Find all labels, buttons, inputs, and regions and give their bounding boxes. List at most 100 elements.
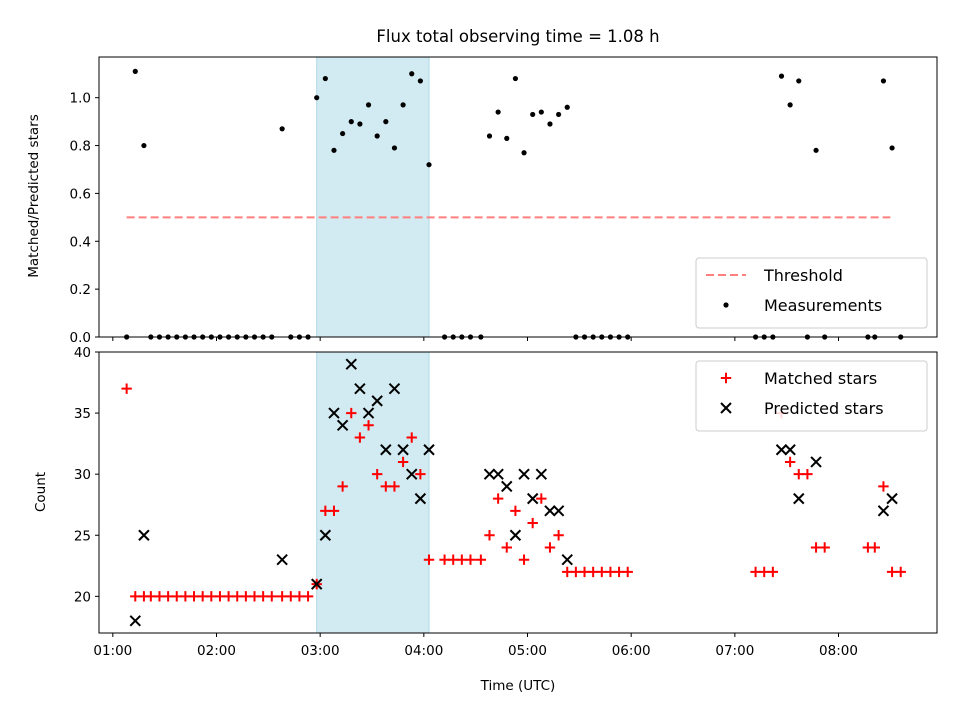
count-y-tick-label: 20: [74, 589, 91, 605]
measurements-point: [467, 334, 474, 340]
count-x-tick-label: 06:00: [612, 643, 651, 659]
count-x-tick-label: 01:00: [93, 643, 132, 659]
predicted-stars-point: [483, 468, 496, 480]
predicted-stars-point: [336, 419, 349, 432]
count-panel: 20 25 30 35 40 01:00 02:00 03:00 04:00 05:00 06:00…: [33, 345, 938, 659]
measurements-point: [872, 334, 878, 340]
ratio-panel: 0.0 0.2 0.4 0.6 0.8 1.0 Matched/Predicted sta…: [26, 56, 938, 346]
measurements-point: [124, 334, 130, 340]
matched-stars-point: [346, 407, 357, 419]
legend-marker-handle: [720, 402, 732, 414]
predicted-stars-point: [397, 444, 409, 456]
ratio-panel-axes: 0.0 0.2 0.4 0.6 0.8 1.0: [70, 56, 938, 346]
predicted-stars-point: [544, 505, 556, 517]
measurements-point: [191, 334, 197, 340]
predicted-stars-point: [535, 468, 548, 480]
predicted-stars-point: [362, 407, 375, 419]
ratio-legend-box: [695, 257, 928, 329]
measurements-point: [573, 334, 579, 340]
measurements-point: [156, 334, 163, 340]
count-panel-marks: [121, 358, 906, 627]
predicted-stars-point: [138, 529, 150, 541]
predicted-stars-point: [276, 553, 288, 566]
measurements-point: [279, 126, 285, 132]
legend-label: Measurements: [764, 296, 882, 315]
predicted-stars-point: [561, 553, 573, 566]
count-x-tick-label: 02:00: [197, 643, 236, 659]
measurements-point: [581, 334, 588, 340]
measurements-point: [538, 109, 544, 115]
predicted-stars-point: [784, 444, 796, 456]
ratio-y-axis-label: Matched/Predicted stars: [26, 114, 42, 277]
measurements-point: [512, 75, 519, 82]
matched-stars-point: [784, 456, 796, 468]
measurements-point: [616, 334, 622, 340]
measurements-point: [752, 334, 759, 340]
matched-stars-point: [869, 542, 880, 553]
measurements-point: [234, 334, 240, 340]
measurements-point: [564, 104, 570, 110]
measurements-point: [331, 147, 337, 153]
matched-stars-point: [389, 481, 400, 492]
matched-stars-point: [363, 420, 374, 431]
measurements-point: [165, 334, 171, 340]
predicted-stars-point: [406, 468, 418, 480]
measurements-point: [889, 145, 895, 151]
measurements-point: [200, 334, 206, 340]
matched-stars-point: [484, 530, 495, 541]
measurements-point: [217, 334, 223, 340]
count-x-tick-label: 05:00: [508, 643, 547, 659]
predicted-stars-point: [775, 444, 788, 456]
matched-stars-point: [397, 456, 409, 468]
measurements-point: [778, 73, 785, 79]
measurements-point: [590, 334, 596, 340]
count-y-axis-label: Count: [33, 472, 49, 512]
measurements-point: [441, 334, 448, 340]
matched-stars-point: [337, 481, 348, 492]
predicted-stars-point: [886, 492, 898, 505]
matched-stars-point: [878, 481, 889, 492]
matched-stars-point: [895, 566, 906, 578]
measurements-point: [314, 95, 320, 101]
predicted-stars-point: [319, 529, 332, 541]
matched-stars-point: [475, 554, 487, 565]
measurements-point: [374, 133, 380, 139]
count-axes-frame: [98, 351, 938, 634]
predicted-stars-point: [354, 382, 366, 395]
measurements-point: [813, 147, 819, 153]
matched-stars-point: [121, 383, 132, 394]
count-x-tick-label: 08:00: [819, 643, 858, 659]
predicted-stars-point: [810, 456, 822, 468]
measurements-point: [208, 334, 214, 340]
legend-marker-handle: [723, 302, 729, 308]
ratio-y-tick-label: 1.0: [70, 91, 91, 107]
measurements-point: [450, 334, 456, 340]
count-y-tick-label: 25: [74, 528, 91, 544]
measurements-point: [504, 135, 510, 141]
count-y-tick-label: 40: [74, 345, 91, 361]
matched-stars-point: [328, 505, 340, 517]
measurements-point: [225, 334, 232, 340]
matched-stars-point: [518, 554, 530, 565]
measurements-point: [391, 145, 398, 151]
matched-stars-point: [415, 468, 426, 480]
measurements-point: [556, 111, 562, 118]
ratio-y-tick-label: 0.6: [70, 186, 91, 202]
measurements-point: [770, 334, 776, 340]
measurements-point: [148, 334, 154, 340]
measurements-point: [305, 334, 311, 340]
matched-stars-point: [371, 468, 383, 480]
measurements-point: [625, 334, 631, 340]
ratio-legend: Threshold Measurements: [695, 257, 928, 329]
predicted-stars-point: [793, 492, 805, 505]
legend-label: Threshold: [763, 266, 843, 285]
ratio-y-tick-label: 0.2: [70, 282, 91, 298]
matched-stars-point: [544, 542, 556, 553]
measurements-point: [365, 102, 372, 108]
measurements-point: [804, 334, 811, 340]
count-legend: Matched stars Predicted stars: [695, 360, 928, 432]
measurements-point: [478, 334, 484, 340]
count-legend-box: [695, 360, 928, 432]
measurements-point: [348, 119, 354, 125]
measurements-point: [521, 150, 527, 156]
